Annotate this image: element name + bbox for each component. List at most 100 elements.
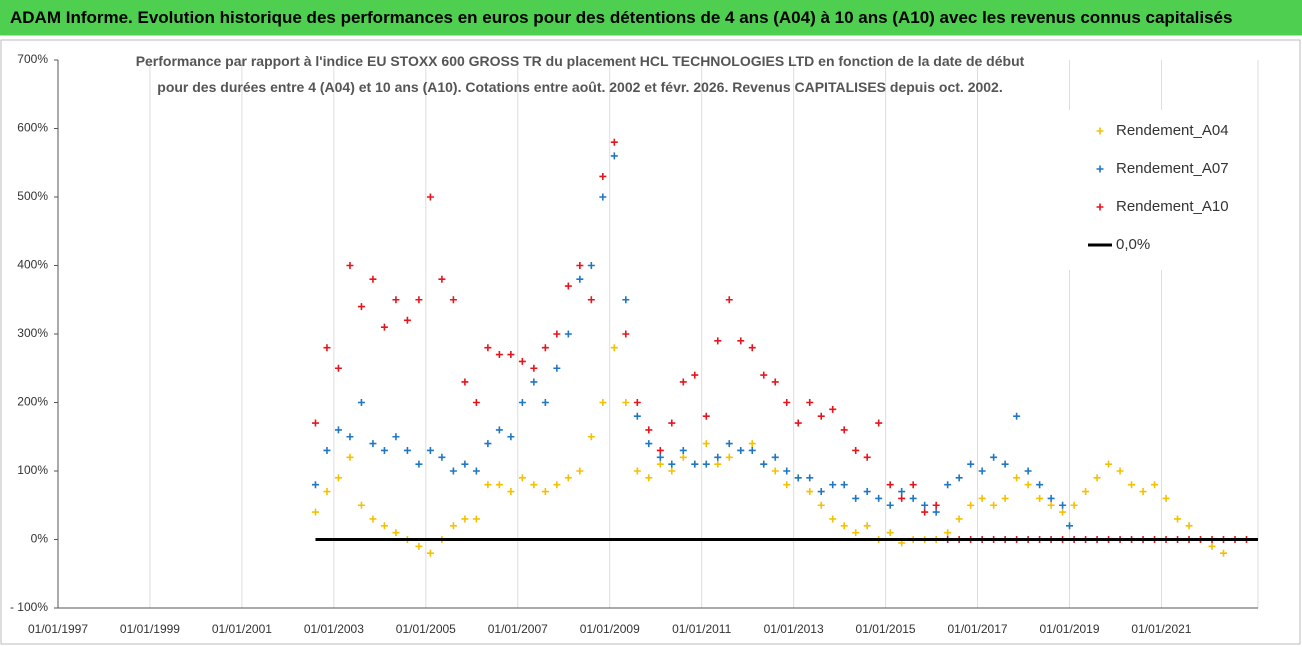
y-tick-label: 0% — [31, 532, 49, 546]
point — [507, 488, 515, 496]
point — [599, 172, 607, 180]
x-tick-label: 01/01/2017 — [948, 622, 1008, 636]
point — [737, 446, 745, 454]
point — [622, 330, 630, 338]
point — [599, 399, 607, 406]
chart-title: Performance par rapport à l'indice EU ST… — [135, 53, 1025, 95]
point — [921, 508, 929, 516]
point — [656, 453, 664, 461]
point — [771, 378, 779, 386]
point — [1036, 494, 1044, 502]
legend-label: 0,0% — [1116, 236, 1150, 253]
point — [507, 351, 515, 359]
point — [1070, 501, 1078, 509]
point — [357, 501, 365, 509]
point — [748, 344, 756, 352]
point — [518, 474, 526, 482]
point — [346, 433, 354, 441]
point — [990, 501, 998, 509]
point — [668, 460, 676, 468]
point — [806, 474, 814, 482]
point — [886, 529, 894, 537]
point — [392, 529, 400, 537]
point — [748, 440, 756, 448]
point — [530, 481, 538, 489]
point — [484, 344, 492, 352]
point — [323, 344, 331, 352]
point — [633, 467, 641, 475]
point — [576, 262, 584, 269]
point — [530, 364, 538, 372]
point — [1128, 481, 1136, 489]
point — [564, 282, 572, 290]
y-tick-label: 600% — [17, 121, 48, 135]
point — [852, 529, 860, 537]
point — [587, 296, 595, 304]
point — [1105, 460, 1113, 468]
point — [622, 296, 630, 304]
point — [863, 522, 871, 530]
point — [714, 453, 722, 461]
point — [472, 399, 480, 406]
x-tick-label: 01/01/2013 — [764, 622, 824, 636]
point — [426, 193, 434, 201]
legend-label: Rendement_A04 — [1116, 122, 1229, 139]
point — [1024, 481, 1032, 489]
point — [645, 440, 653, 448]
point — [840, 426, 848, 434]
point — [679, 446, 687, 454]
point — [955, 474, 963, 482]
point — [380, 446, 388, 454]
point — [1024, 467, 1032, 475]
point — [760, 460, 768, 468]
point — [610, 344, 618, 352]
point — [323, 446, 331, 454]
point — [1047, 501, 1055, 509]
plot-frame — [0, 39, 1301, 645]
point — [702, 460, 710, 468]
point — [1001, 494, 1009, 502]
point — [334, 426, 342, 434]
point — [449, 296, 457, 304]
point — [633, 399, 641, 406]
point — [461, 378, 469, 386]
point — [1116, 467, 1124, 475]
point — [472, 467, 480, 475]
point — [495, 481, 503, 489]
legend-swatch — [1096, 165, 1104, 173]
point — [495, 426, 503, 434]
point — [610, 138, 618, 146]
point — [403, 446, 411, 454]
point — [461, 460, 469, 468]
point — [725, 440, 733, 448]
point — [760, 371, 768, 379]
point — [346, 453, 354, 461]
x-tick-label: 01/01/1999 — [120, 622, 180, 636]
point — [806, 488, 814, 496]
point — [1047, 494, 1055, 502]
point — [587, 262, 595, 269]
point — [863, 488, 871, 496]
point — [725, 453, 733, 461]
point — [806, 399, 814, 406]
point — [840, 481, 848, 489]
legend-label: Rendement_A07 — [1116, 160, 1229, 177]
point — [863, 453, 871, 461]
point — [334, 474, 342, 482]
point — [311, 481, 319, 489]
point — [748, 446, 756, 454]
point — [518, 357, 526, 365]
point — [484, 481, 492, 489]
x-tick-label: 01/01/2011 — [672, 622, 731, 636]
point — [783, 399, 791, 406]
point — [817, 501, 825, 509]
point — [875, 494, 883, 502]
point — [840, 522, 848, 530]
y-tick-label: 100% — [17, 463, 48, 477]
y-tick-label: - 100% — [10, 600, 48, 614]
point — [829, 481, 837, 489]
point — [829, 405, 837, 413]
point — [1208, 542, 1216, 550]
point — [426, 549, 434, 557]
point — [679, 453, 687, 461]
